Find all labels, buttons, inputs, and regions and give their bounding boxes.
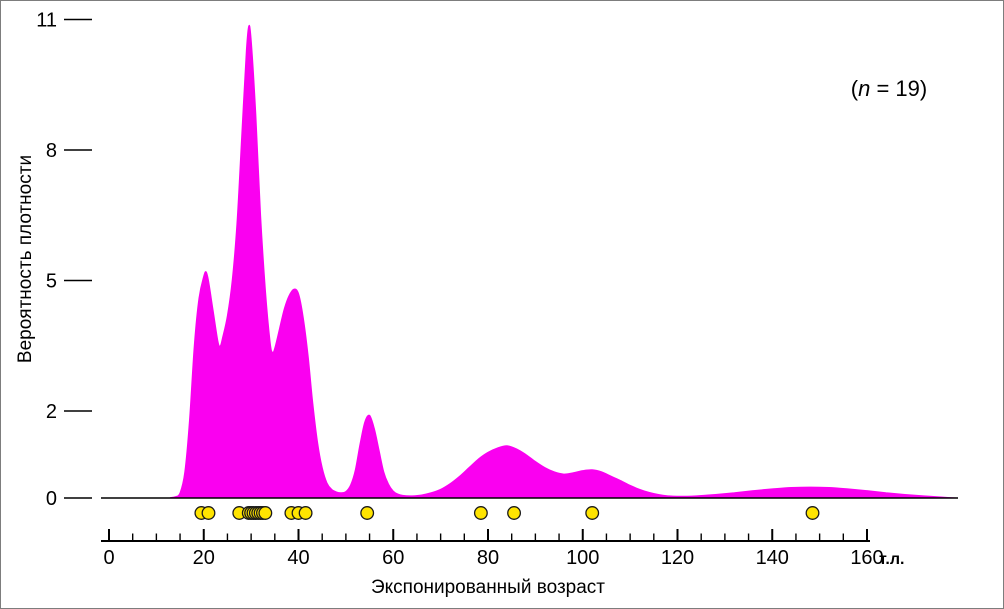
y-axis-title: Вероятность плотности [15, 155, 36, 363]
x-axis-tick-label: 60 [382, 547, 404, 569]
chart-generated-layer: 0 2 5 8 11 0 20 40 60 80 100 120 140 160 [36, 10, 958, 569]
x-axis-unit-label: т.л. [879, 551, 904, 568]
x-axis-tick-label: 40 [287, 547, 309, 569]
density-area [109, 24, 958, 499]
x-axis-tick-label: 100 [566, 547, 599, 569]
sample-dot [585, 506, 600, 520]
sample-dot [473, 506, 488, 520]
y-axis-tick-label: 11 [36, 10, 57, 32]
sample-dot [805, 506, 820, 520]
x-axis-tick-label: 120 [661, 547, 694, 569]
sample-count-annotation: (n = 19) [851, 76, 927, 101]
y-axis-tick-label: 2 [46, 401, 57, 423]
y-axis-tick-label: 8 [46, 140, 57, 162]
x-axis-tick-label: 0 [103, 547, 114, 569]
sample-dot [258, 506, 273, 520]
x-axis-tick-label: 20 [193, 547, 215, 569]
y-axis-tick-label: 0 [46, 488, 57, 510]
y-axis-tick-label: 5 [46, 271, 57, 293]
sample-dot [201, 506, 216, 520]
sample-dot [360, 506, 375, 520]
annotation-value: = 19) [870, 76, 927, 101]
sample-dot [298, 506, 313, 520]
sample-dot [507, 506, 522, 520]
annotation-n-symbol: n [858, 76, 870, 101]
x-axis-tick-label: 140 [756, 547, 789, 569]
x-axis-title: Экспонированный возраст [371, 577, 605, 598]
x-axis-tick-label: 160 [850, 547, 883, 569]
x-axis-tick-label: 80 [477, 547, 499, 569]
annotation-open-paren: ( [851, 76, 859, 101]
